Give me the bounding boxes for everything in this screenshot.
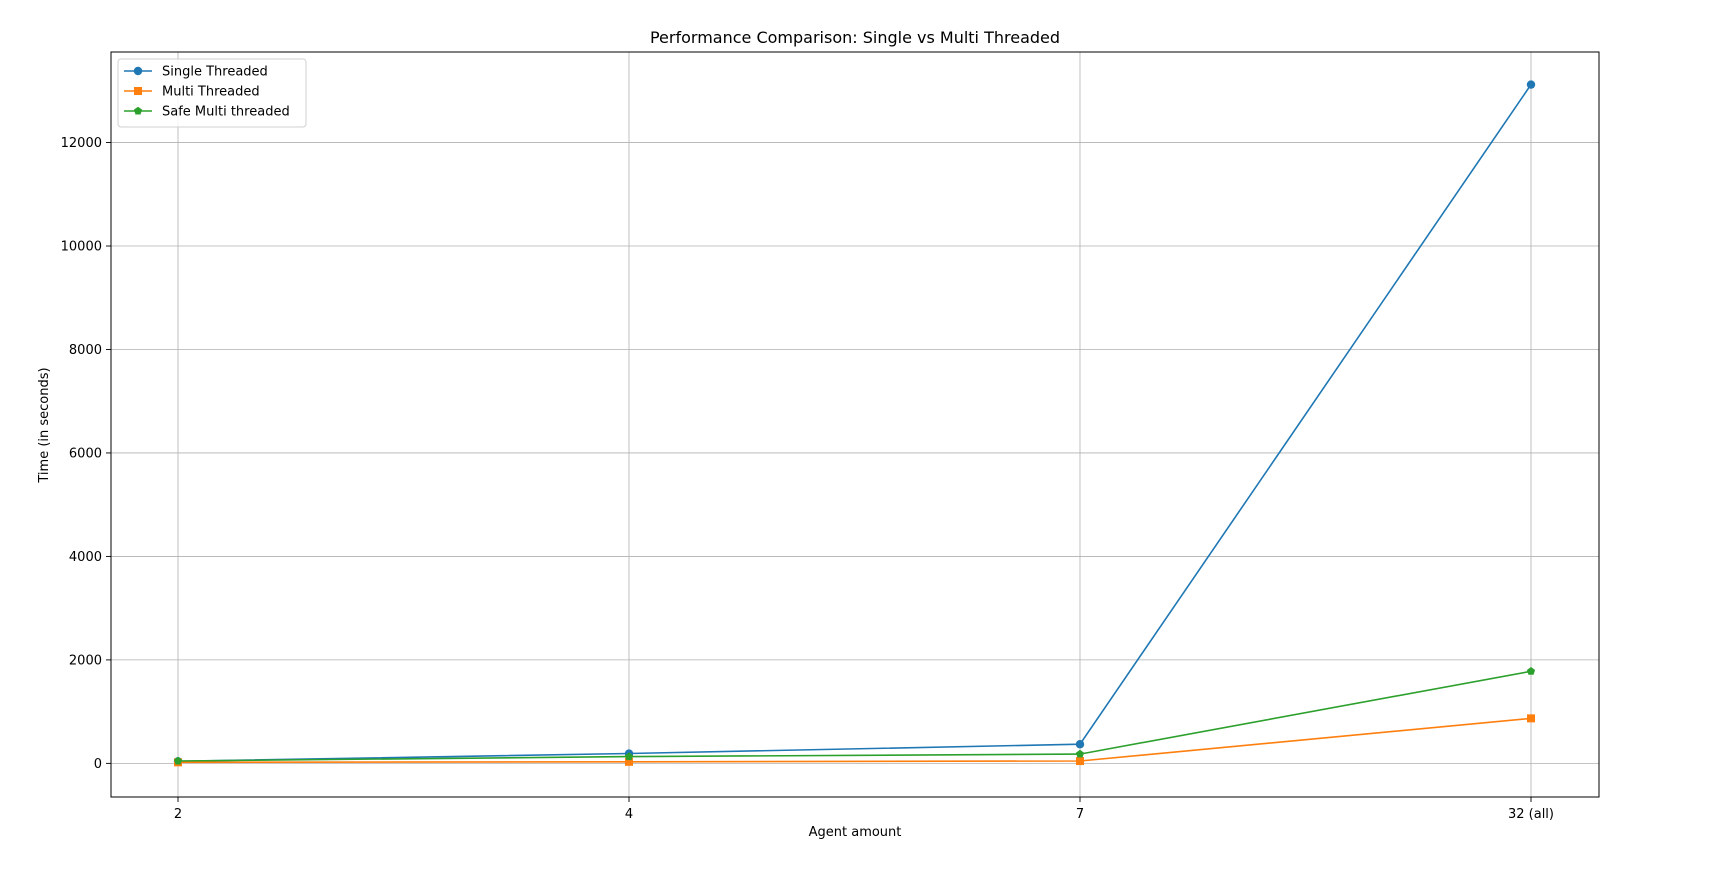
legend-marker — [133, 66, 143, 76]
data-point — [1526, 666, 1536, 675]
chart-title: Performance Comparison: Single vs Multi … — [650, 28, 1060, 47]
grid — [111, 52, 1599, 797]
x-tick-label: 7 — [1076, 807, 1084, 822]
y-axis-label: Time (in seconds) — [37, 367, 52, 483]
x-tick-label: 32 (all) — [1508, 807, 1554, 822]
data-point — [1527, 714, 1535, 723]
y-axis: 0 2000 4000 6000 8000 10000 12000 — [61, 136, 111, 772]
legend: Single Threaded Multi Threaded Safe Multi … — [117, 58, 307, 128]
data-point — [1075, 740, 1085, 749]
series-2 — [173, 666, 1536, 765]
series-layer — [173, 80, 1536, 767]
y-tick-label: 6000 — [69, 446, 102, 461]
y-tick-label: 10000 — [61, 240, 102, 255]
data-point — [173, 756, 183, 765]
legend-label: Safe Multi threaded — [162, 105, 290, 120]
legend-entry: Multi Threaded — [124, 85, 260, 100]
legend-box — [117, 58, 307, 128]
series-line — [177, 84, 1532, 763]
y-tick-label: 8000 — [69, 343, 102, 358]
series-line — [177, 717, 1532, 764]
data-point — [1075, 749, 1085, 758]
legend-label: Multi Threaded — [162, 85, 260, 100]
plot-area-frame — [110, 51, 1600, 798]
x-axis: 2 4 7 32 (all) — [174, 797, 1554, 822]
y-tick-label: 0 — [94, 757, 102, 772]
legend-entry: Single Threaded — [124, 65, 268, 80]
legend-entry: Safe Multi threaded — [124, 105, 290, 120]
x-tick-label: 2 — [174, 807, 182, 822]
data-point — [624, 752, 634, 761]
y-tick-label: 12000 — [61, 136, 102, 151]
data-point — [1076, 757, 1084, 766]
legend-marker — [134, 87, 142, 95]
x-axis-label: Agent amount — [809, 825, 902, 840]
y-tick-label: 4000 — [69, 550, 102, 565]
legend-label: Single Threaded — [162, 65, 268, 80]
legend-marker — [133, 106, 143, 115]
data-point — [1526, 80, 1536, 89]
x-tick-label: 4 — [625, 807, 633, 822]
series-line — [177, 670, 1532, 762]
data-point — [625, 757, 633, 766]
y-tick-label: 2000 — [69, 653, 102, 668]
